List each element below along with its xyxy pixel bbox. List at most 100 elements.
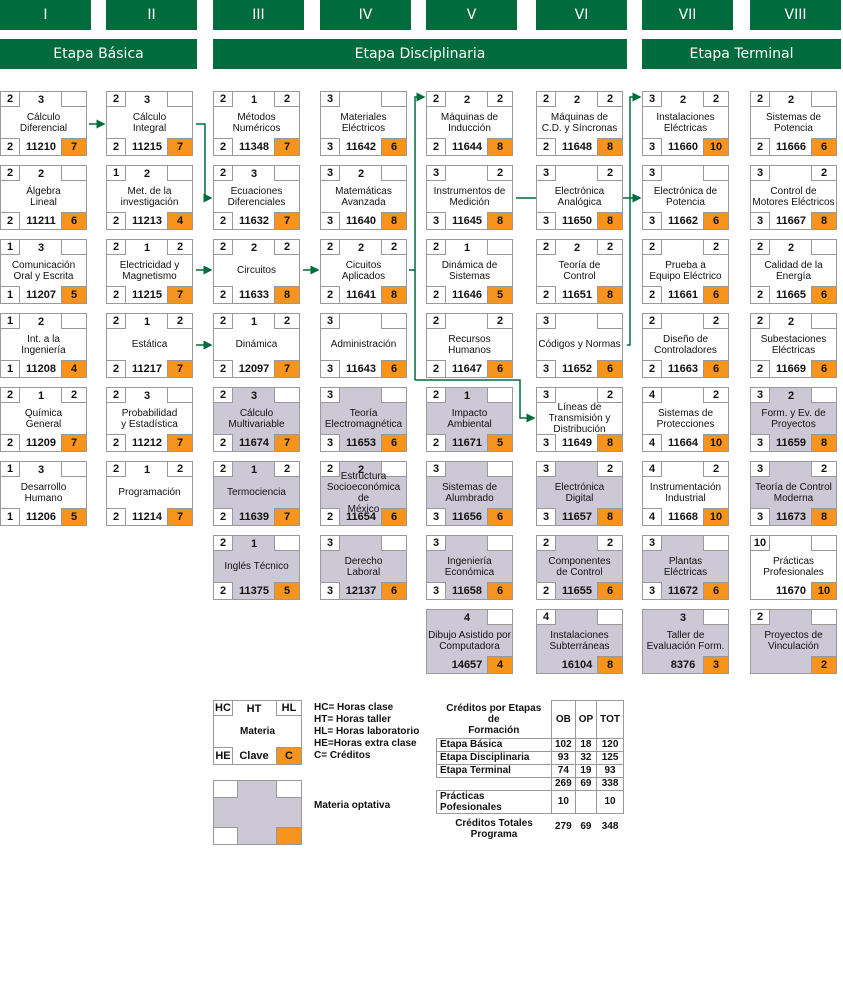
course-ht: [662, 314, 704, 329]
course-he: 3: [321, 360, 340, 377]
course-card: 3 Materiales Eléctricos 3 11642 6: [320, 91, 407, 156]
legend-materia: Materia: [239, 726, 275, 737]
course-he: 2: [321, 508, 340, 525]
course-name: Termociencia: [227, 487, 286, 498]
course-card: 3 2 Form. y Ev. de Proyectos 3 11659 8: [750, 387, 837, 452]
course-hc: 2: [214, 166, 233, 181]
course-card: 4 Instalaciones Subterráneas 16104 8: [536, 609, 623, 674]
course-name: Programación: [118, 487, 181, 498]
course-credits: 10: [703, 138, 728, 155]
course-credits: 6: [487, 582, 512, 599]
course-he: 2: [427, 286, 446, 303]
credits-col-tot: TOT: [596, 700, 624, 739]
course-credits: 6: [703, 212, 728, 229]
course-ht: 3: [37, 241, 45, 254]
course-clave: 11662: [668, 214, 698, 227]
course-ht: 2: [573, 241, 581, 254]
course-ht: 1: [250, 537, 258, 550]
course-clave: 11215: [132, 140, 162, 153]
course-hl: 2: [597, 536, 622, 551]
legend-opt-corner-tl: [214, 781, 238, 798]
credits-total-row: Créditos Totales Programa 279 69 348: [437, 813, 624, 840]
course-card: 2 1 2 Programación 2 11214 7: [106, 461, 193, 526]
course-credits: 6: [381, 582, 406, 599]
course-name: Códigos y Normas: [538, 339, 621, 350]
course-hc: 3: [643, 166, 662, 181]
course-ht: [556, 462, 598, 477]
credits-sum-ob: 269: [551, 776, 576, 791]
course-hc: 2: [643, 240, 662, 255]
credits-op: 19: [574, 763, 598, 778]
course-card: 2 1 2 Dinámica 2 12097 7: [213, 313, 300, 378]
course-credits: 8: [811, 508, 836, 525]
course-hc: 1: [107, 166, 126, 181]
course-he: 2: [214, 138, 233, 155]
course-credits: 8: [487, 138, 512, 155]
course-credits: 6: [597, 360, 622, 377]
credits-col-ob: OB: [551, 700, 576, 739]
course-hl: 2: [487, 314, 512, 329]
course-he: 3: [427, 582, 446, 599]
course-clave: 11632: [239, 214, 269, 227]
semester-header-3: III: [213, 0, 304, 30]
course-name: Impacto Ambiental: [447, 407, 492, 430]
course-credits: 10: [811, 582, 836, 599]
course-name: Ecuaciones Diferenciales: [227, 185, 286, 208]
course-ht: 2: [787, 389, 795, 402]
course-name: Máquinas de C.D. y Síncronas: [541, 111, 618, 134]
course-hl: [381, 388, 406, 403]
legend-opt-corner-tr: [276, 781, 301, 798]
course-credits: 4: [487, 656, 512, 673]
course-ht: [662, 388, 704, 403]
course-clave: 11211: [26, 214, 56, 227]
course-credits: 7: [167, 138, 192, 155]
course-name: Química General: [24, 407, 63, 430]
course-he: 2: [214, 360, 233, 377]
course-clave: 11665: [776, 288, 806, 301]
course-credits: 6: [811, 138, 836, 155]
course-he: 3: [643, 138, 662, 155]
course-he: 3: [321, 212, 340, 229]
course-ht: 1: [463, 389, 471, 402]
credits-sum-op: 69: [574, 776, 598, 791]
course-hc: 2: [214, 388, 233, 403]
credits-title: Créditos por Etapas de Formación: [446, 702, 542, 736]
legend-definitions: HC= Horas clase HT= Horas taller HL= Hor…: [314, 702, 419, 762]
course-ht: [662, 462, 704, 477]
course-clave: 11674: [239, 436, 269, 449]
course-ht: 2: [357, 463, 365, 476]
course-card: 2 1 Inglés Técnico 2 11375 5: [213, 535, 300, 600]
course-name: Métodos Numéricos: [232, 111, 281, 134]
course-he: 2: [537, 138, 556, 155]
course-ht: 2: [573, 93, 581, 106]
course-clave: 11641: [346, 288, 376, 301]
course-he: 2: [1, 138, 20, 155]
course-clave: 11653: [346, 436, 376, 449]
course-he: 3: [751, 434, 770, 451]
course-name: Electrónica Digital: [554, 481, 605, 504]
course-credits: 6: [381, 360, 406, 377]
course-card: 3 Ingeniería Económica 3 11658 6: [426, 535, 513, 600]
course-hl: [381, 536, 406, 551]
course-clave: 11666: [776, 140, 806, 153]
course-ht: 3: [37, 93, 45, 106]
course-he: 1: [1, 360, 20, 377]
course-name: Instrumentación Industrial: [649, 481, 722, 504]
course-hc: 2: [427, 240, 446, 255]
course-card: 2 1 2 Química General 2 11209 7: [0, 387, 87, 452]
course-card: 1 3 Desarrollo Humano 1 11206 5: [0, 461, 87, 526]
course-name: Teoría de Control Moderna: [755, 481, 832, 504]
course-hl: 2: [597, 166, 622, 181]
course-card: 3 2 Electrónica Analógica 3 11650 8: [536, 165, 623, 230]
course-clave: 8376: [670, 658, 696, 671]
course-he: 2: [427, 138, 446, 155]
course-ht: [770, 536, 812, 551]
course-name: Inglés Técnico: [224, 561, 289, 572]
course-hl: [61, 314, 86, 329]
course-card: 2 2 Diseño de Controladores 2 11663 6: [642, 313, 729, 378]
course-card: 3 Derecho Laboral 3 12137 6: [320, 535, 407, 600]
course-credits: 7: [167, 360, 192, 377]
course-name: Electrónica de Potencia: [653, 185, 718, 208]
course-ht: 2: [37, 167, 45, 180]
course-hc: 2: [1, 388, 20, 403]
